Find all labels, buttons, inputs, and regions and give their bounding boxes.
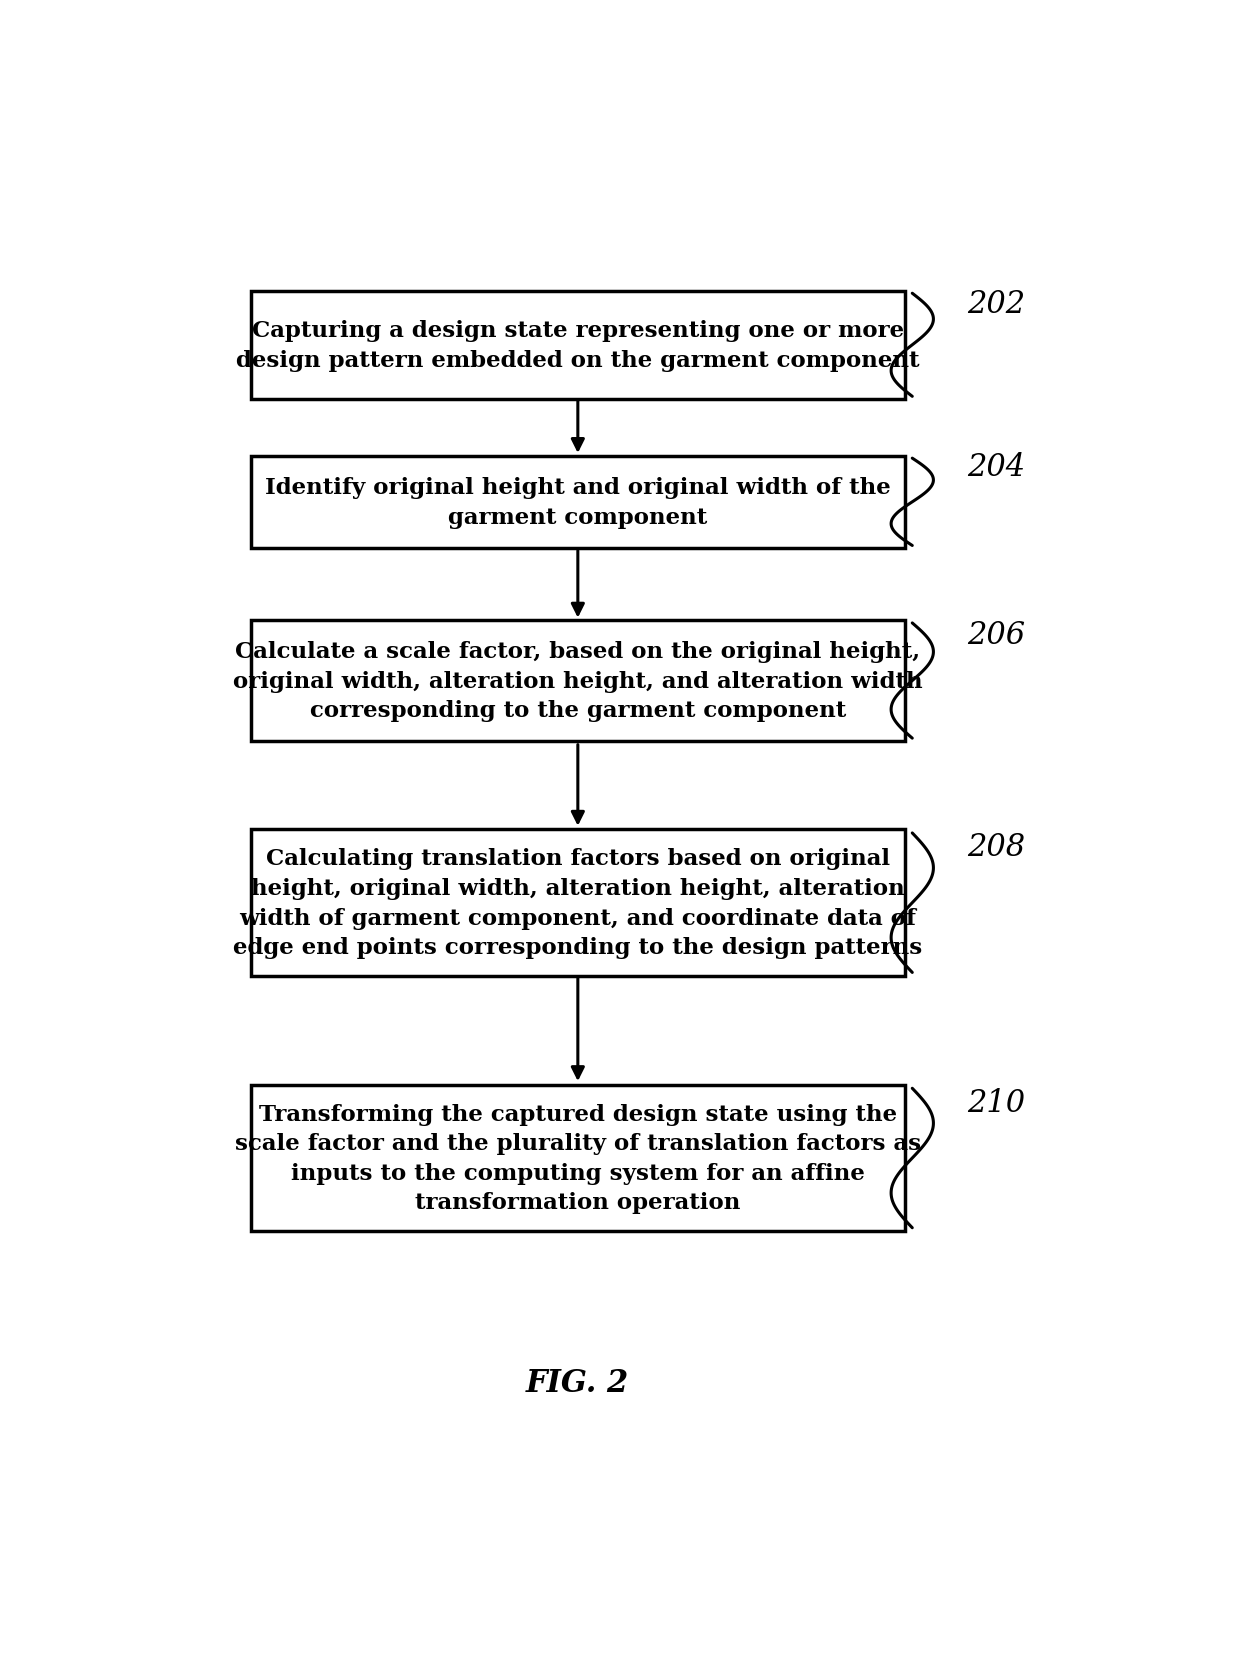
Text: Calculating translation factors based on original
height, original width, altera: Calculating translation factors based on… bbox=[233, 848, 923, 958]
FancyBboxPatch shape bbox=[250, 292, 905, 399]
Text: 208: 208 bbox=[967, 832, 1025, 863]
FancyBboxPatch shape bbox=[250, 620, 905, 742]
Text: 206: 206 bbox=[967, 620, 1025, 651]
Text: 202: 202 bbox=[967, 288, 1025, 320]
Text: Calculate a scale factor, based on the original height,
original width, alterati: Calculate a scale factor, based on the o… bbox=[233, 641, 923, 722]
Text: FIG. 2: FIG. 2 bbox=[526, 1367, 630, 1399]
Text: 204: 204 bbox=[967, 452, 1025, 484]
FancyBboxPatch shape bbox=[250, 1085, 905, 1231]
Text: 210: 210 bbox=[967, 1087, 1025, 1118]
Text: Capturing a design state representing one or more
design pattern embedded on the: Capturing a design state representing on… bbox=[236, 320, 920, 371]
Text: Transforming the captured design state using the
scale factor and the plurality : Transforming the captured design state u… bbox=[234, 1104, 921, 1213]
FancyBboxPatch shape bbox=[250, 457, 905, 548]
Text: Identify original height and original width of the
garment component: Identify original height and original wi… bbox=[265, 477, 890, 529]
FancyBboxPatch shape bbox=[250, 830, 905, 976]
